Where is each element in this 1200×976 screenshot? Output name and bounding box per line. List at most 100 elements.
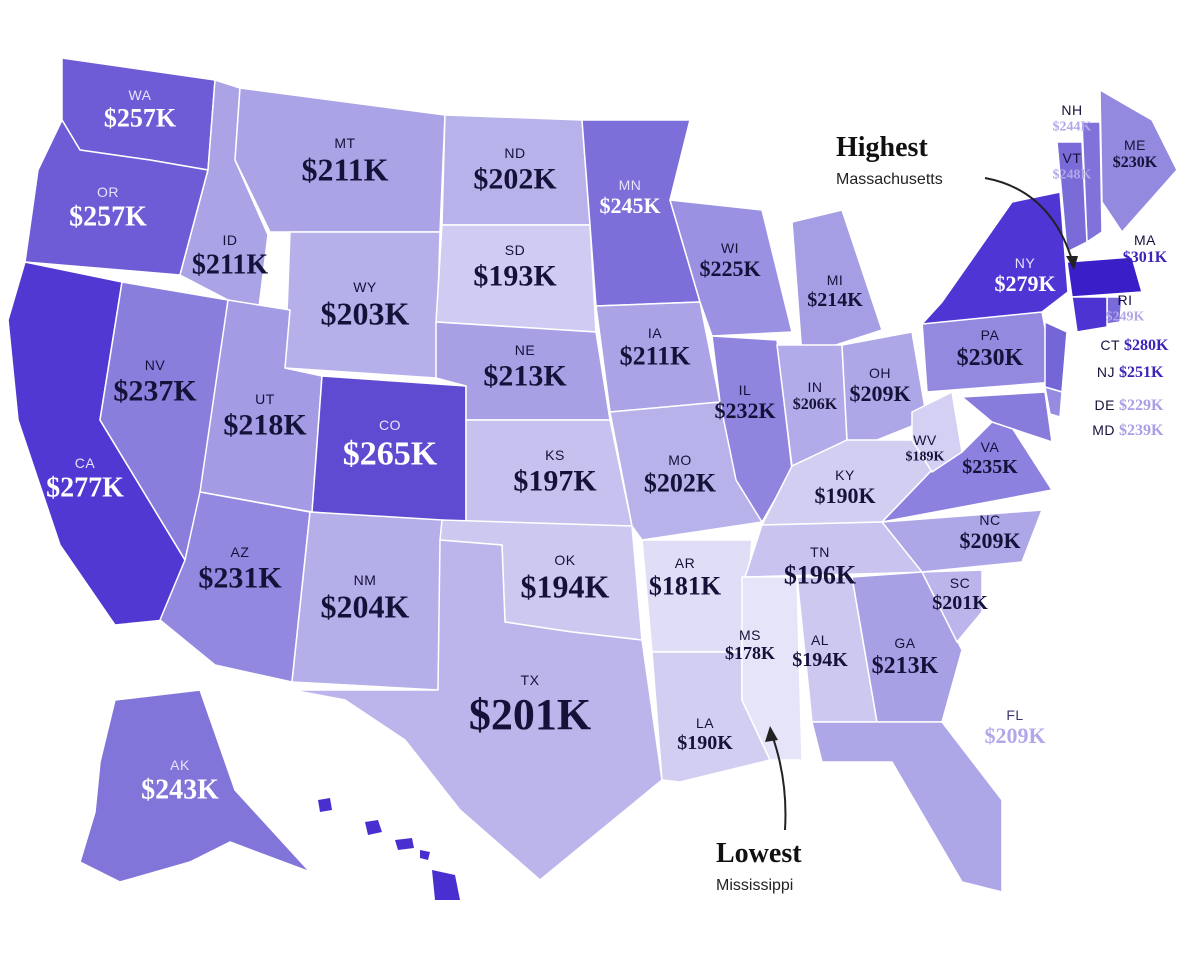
state-code: DE xyxy=(1095,397,1115,413)
state-value: $201K xyxy=(932,592,988,614)
state-value: $237K xyxy=(113,375,197,408)
state-code: MD xyxy=(1092,422,1115,438)
hawaii-island xyxy=(395,838,414,850)
state-code: ME xyxy=(1124,137,1146,153)
state-value: $248K xyxy=(1053,167,1092,182)
state-value: $279K xyxy=(994,271,1055,296)
state-value: $201K xyxy=(469,690,591,739)
state-value: $229K xyxy=(1119,397,1164,414)
state-value: $213K xyxy=(872,653,939,679)
state-value: $209K xyxy=(984,723,1045,748)
state-value: $209K xyxy=(849,381,910,406)
state-code: CO xyxy=(379,417,401,433)
state-code: CA xyxy=(75,455,96,471)
state-code: SD xyxy=(505,242,525,258)
hawaii-island xyxy=(318,798,332,812)
arrow xyxy=(984,177,1073,261)
state-code: UT xyxy=(255,391,275,407)
state-value: $277K xyxy=(46,473,124,504)
state-code: CT xyxy=(1100,337,1120,353)
state xyxy=(791,209,883,357)
hawaii-island xyxy=(432,870,460,900)
state-code: WI xyxy=(721,240,739,256)
state-value: $245K xyxy=(599,193,660,218)
state-code: AK xyxy=(170,757,190,773)
state xyxy=(1066,256,1143,298)
state-code: ID xyxy=(223,232,238,248)
state xyxy=(741,576,803,761)
state-value: $189K xyxy=(906,449,945,464)
state-code: MA xyxy=(1134,232,1156,248)
state-code: MO xyxy=(668,452,692,468)
state-value: $202K xyxy=(473,163,557,196)
state-value: $190K xyxy=(814,483,875,508)
state-value: $235K xyxy=(962,456,1018,478)
state-value: $257K xyxy=(69,202,147,233)
state xyxy=(841,331,928,447)
state xyxy=(1056,141,1088,253)
state-code: IL xyxy=(739,382,752,398)
state-value: $193K xyxy=(473,260,557,293)
state-value: $209K xyxy=(959,528,1020,553)
state-value: $196K xyxy=(784,561,857,590)
state-code: AR xyxy=(675,555,695,571)
state-value: $197K xyxy=(513,465,597,498)
state-value: $181K xyxy=(649,572,722,601)
state xyxy=(921,191,1069,325)
state-code: NE xyxy=(515,342,535,358)
state-code: MS xyxy=(739,627,761,643)
state xyxy=(1044,386,1063,418)
state-code: AZ xyxy=(231,544,250,560)
state-value: $225K xyxy=(699,256,760,281)
state-code: NC xyxy=(979,512,1000,528)
state-value: $211K xyxy=(301,151,388,187)
state-value: $190K xyxy=(677,732,733,754)
state-value: $230K xyxy=(957,345,1024,371)
state-value: $257K xyxy=(104,104,177,133)
state-code: NY xyxy=(1015,255,1036,271)
state xyxy=(911,391,963,473)
labels: WA$257KOR$257KCA$277KNV$237KID$211KMT$21… xyxy=(46,87,1169,806)
state-value: $218K xyxy=(223,409,307,442)
state xyxy=(961,391,1053,443)
state-code: NM xyxy=(354,572,377,588)
state xyxy=(669,199,793,337)
state-code: SC xyxy=(950,575,970,591)
state-code: VA xyxy=(981,439,1000,455)
state-code: MT xyxy=(334,135,355,151)
arrowhead xyxy=(765,726,778,742)
state-code: PA xyxy=(981,327,1000,343)
state-code: KS xyxy=(545,447,565,463)
state-value: $194K xyxy=(792,649,848,671)
state xyxy=(851,571,963,723)
hawaii-island xyxy=(420,850,430,860)
state-value: $202K xyxy=(644,469,717,498)
hawaii xyxy=(318,798,460,900)
state xyxy=(921,569,983,643)
state-code: GA xyxy=(894,635,915,651)
state-value: $211K xyxy=(620,342,692,371)
state xyxy=(1044,321,1068,393)
state-code: MN xyxy=(619,177,642,193)
states xyxy=(7,57,1178,893)
highest-title: Highest xyxy=(836,132,928,163)
state xyxy=(609,401,763,541)
state-code: OH xyxy=(869,365,891,381)
state-value: $204K xyxy=(321,588,410,624)
state-code: RI xyxy=(1118,292,1133,308)
state xyxy=(881,509,1043,573)
highest-state: Massachusetts xyxy=(836,171,943,188)
state-code: NJ xyxy=(1097,364,1115,380)
state-value: $211K xyxy=(192,250,268,281)
state-code: WY xyxy=(353,279,377,295)
state-value: $251K xyxy=(1119,364,1164,381)
state-value: $244K xyxy=(1053,119,1092,134)
state-value: $214K xyxy=(807,289,863,311)
state-code: NV xyxy=(145,357,166,373)
state-code: WA xyxy=(128,87,151,103)
state-code: OK xyxy=(554,552,575,568)
state-code: WV xyxy=(913,432,937,448)
arrowhead xyxy=(1066,256,1078,270)
state-value: $230K xyxy=(1113,154,1158,171)
